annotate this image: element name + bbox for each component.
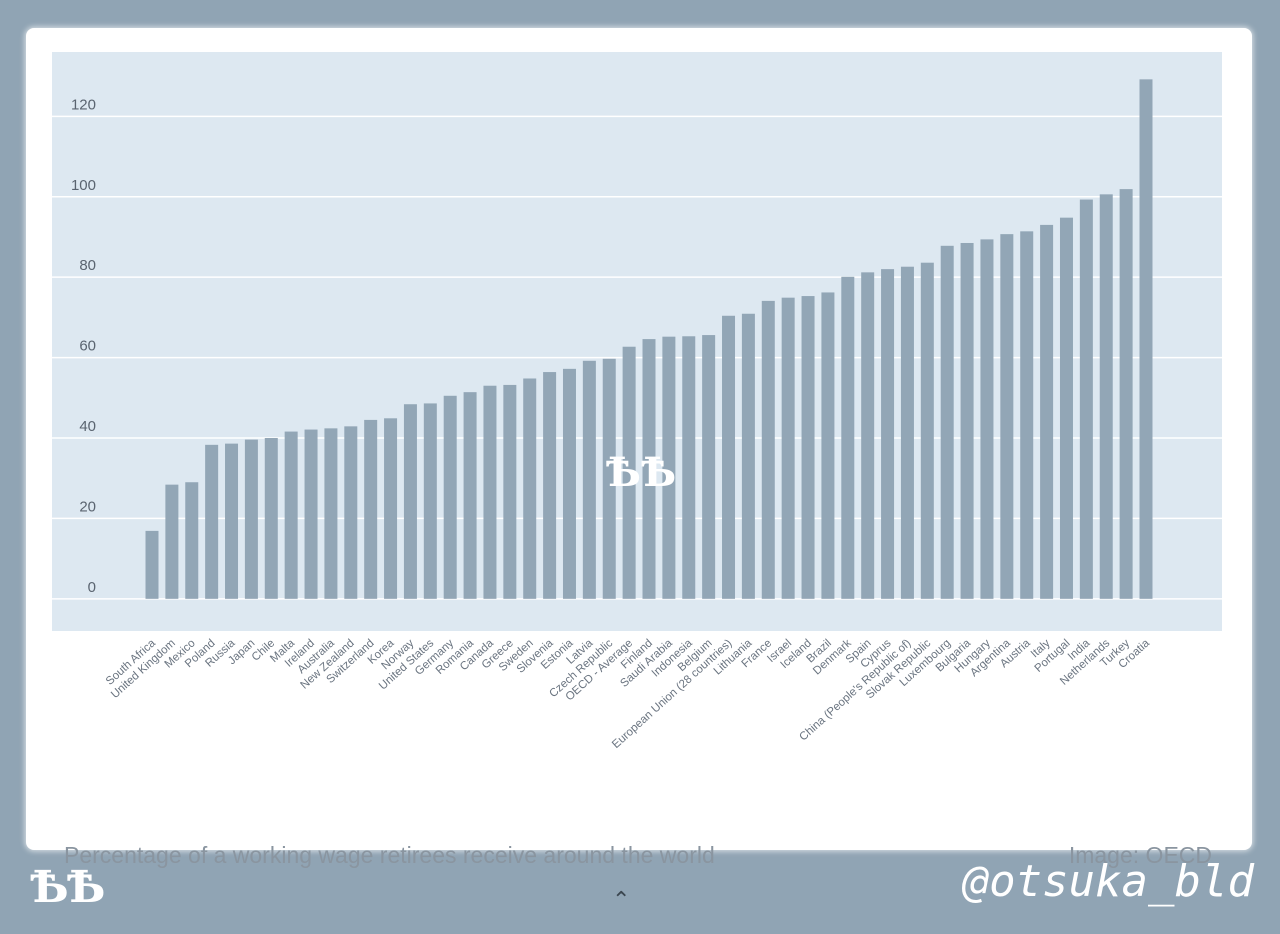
bar: [205, 444, 219, 599]
watermark: ѢѢ: [606, 449, 676, 496]
bar: [463, 392, 477, 599]
bar: [940, 245, 954, 599]
bar: [682, 336, 696, 599]
y-tick-label: 20: [79, 498, 96, 515]
bar: [384, 418, 398, 599]
bar: [960, 242, 974, 599]
bar: [324, 428, 338, 599]
image-credit: Image: OECD: [1068, 842, 1212, 868]
bar: [523, 378, 537, 599]
bar: [225, 443, 239, 599]
bar: [781, 297, 795, 599]
y-tick-label: 80: [79, 257, 96, 274]
bar: [602, 358, 616, 599]
bar: [264, 438, 278, 599]
bar: [483, 385, 497, 599]
brand-logo: ѢѢ: [30, 862, 105, 913]
bar: [423, 403, 437, 599]
bar: [841, 276, 855, 599]
bar: [1119, 189, 1133, 599]
bar: [801, 296, 815, 599]
bar: [284, 431, 298, 599]
bar: [662, 336, 676, 599]
bar: [1079, 199, 1093, 599]
bar: [403, 404, 417, 599]
y-tick-label: 100: [71, 177, 96, 194]
bar: [304, 429, 318, 599]
bar: [344, 426, 358, 599]
bar: [920, 262, 934, 599]
bar: [364, 419, 378, 599]
y-tick-labels: 0 20 40 60 80 100 120: [71, 96, 96, 595]
chart-card: 0 20 40 60 80 100 120 South Africa United Kingd…: [28, 30, 1250, 868]
bar: [861, 272, 875, 599]
bar: [244, 439, 258, 599]
bar: [1059, 217, 1073, 599]
y-tick-label: 0: [88, 579, 96, 596]
bar: [881, 269, 895, 599]
y-tick-label: 40: [79, 418, 96, 435]
bar: [145, 530, 159, 599]
bar: [722, 315, 736, 599]
bar: [900, 266, 914, 599]
bar: [622, 346, 636, 599]
bar: [1000, 234, 1014, 599]
chevron-up-icon[interactable]: ⌃: [612, 888, 631, 913]
bar: [1099, 194, 1113, 599]
bars: [145, 79, 1153, 599]
bar: [1139, 79, 1153, 599]
bar: [503, 384, 517, 599]
bar: [741, 313, 755, 599]
bar: [761, 300, 775, 599]
bar: [185, 482, 199, 599]
bar: [582, 360, 596, 599]
bar: [562, 368, 576, 599]
bar: [642, 339, 656, 599]
y-tick-label: 60: [79, 338, 96, 355]
bar: [702, 335, 716, 599]
author-handle: @otsuka_bld: [962, 856, 1254, 907]
bar: [165, 484, 179, 599]
bar: [443, 395, 457, 599]
bar: [821, 292, 835, 599]
bar: [543, 372, 557, 599]
bar: [980, 239, 994, 599]
bar: [1020, 231, 1034, 599]
y-tick-label: 120: [71, 96, 96, 113]
chart-caption: Percentage of a working wage retirees re…: [64, 842, 715, 868]
bar: [1040, 224, 1054, 599]
